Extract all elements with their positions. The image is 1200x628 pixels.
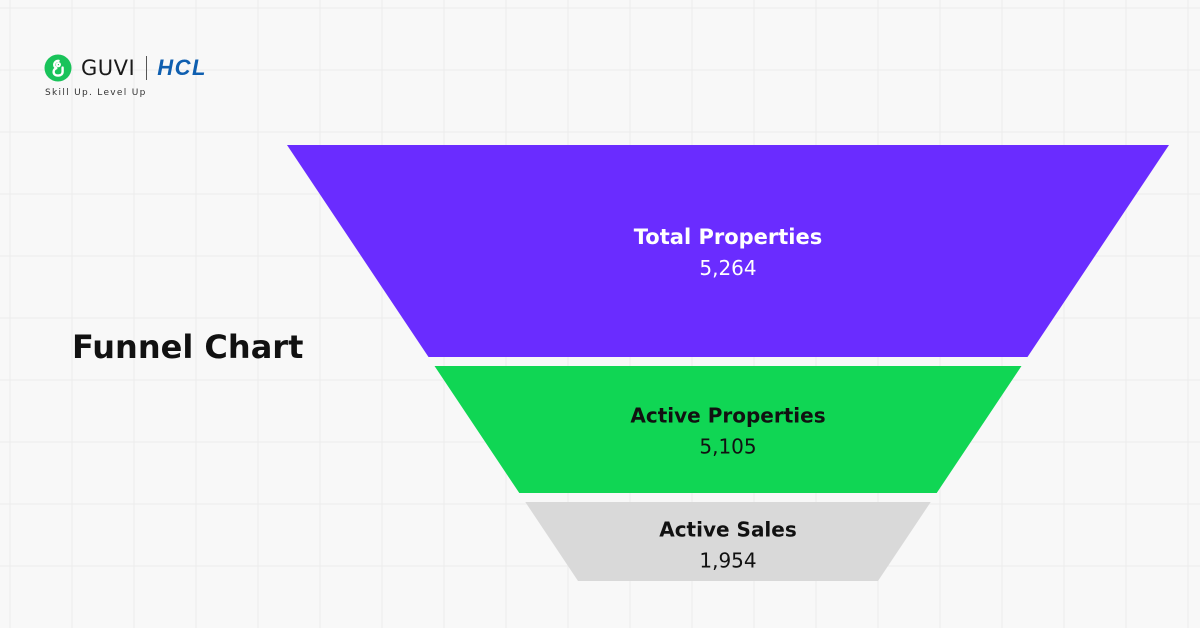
funnel-stage-label: Total Properties bbox=[634, 225, 822, 249]
funnel-stage-value: 5,264 bbox=[699, 256, 756, 280]
funnel-stage-2 bbox=[434, 366, 1022, 493]
funnel-stage-3 bbox=[525, 502, 931, 581]
funnel-stage-value: 5,105 bbox=[699, 435, 756, 459]
guvi-wordmark: GUVI bbox=[81, 56, 136, 80]
brand-divider bbox=[146, 56, 148, 80]
funnel-stage-label: Active Properties bbox=[630, 404, 825, 428]
brand-tagline: Skill Up. Level Up bbox=[45, 88, 147, 98]
guvi-logo-icon bbox=[44, 54, 72, 82]
hcl-wordmark: HCL bbox=[157, 55, 207, 80]
funnel-stage-value: 1,954 bbox=[699, 549, 756, 573]
chart-title: Funnel Chart bbox=[72, 328, 304, 366]
funnel-stage-label: Active Sales bbox=[659, 518, 797, 542]
funnel-stage-1 bbox=[287, 145, 1169, 357]
brand-logo: GUVI HCL Skill Up. Level Up bbox=[44, 53, 207, 98]
